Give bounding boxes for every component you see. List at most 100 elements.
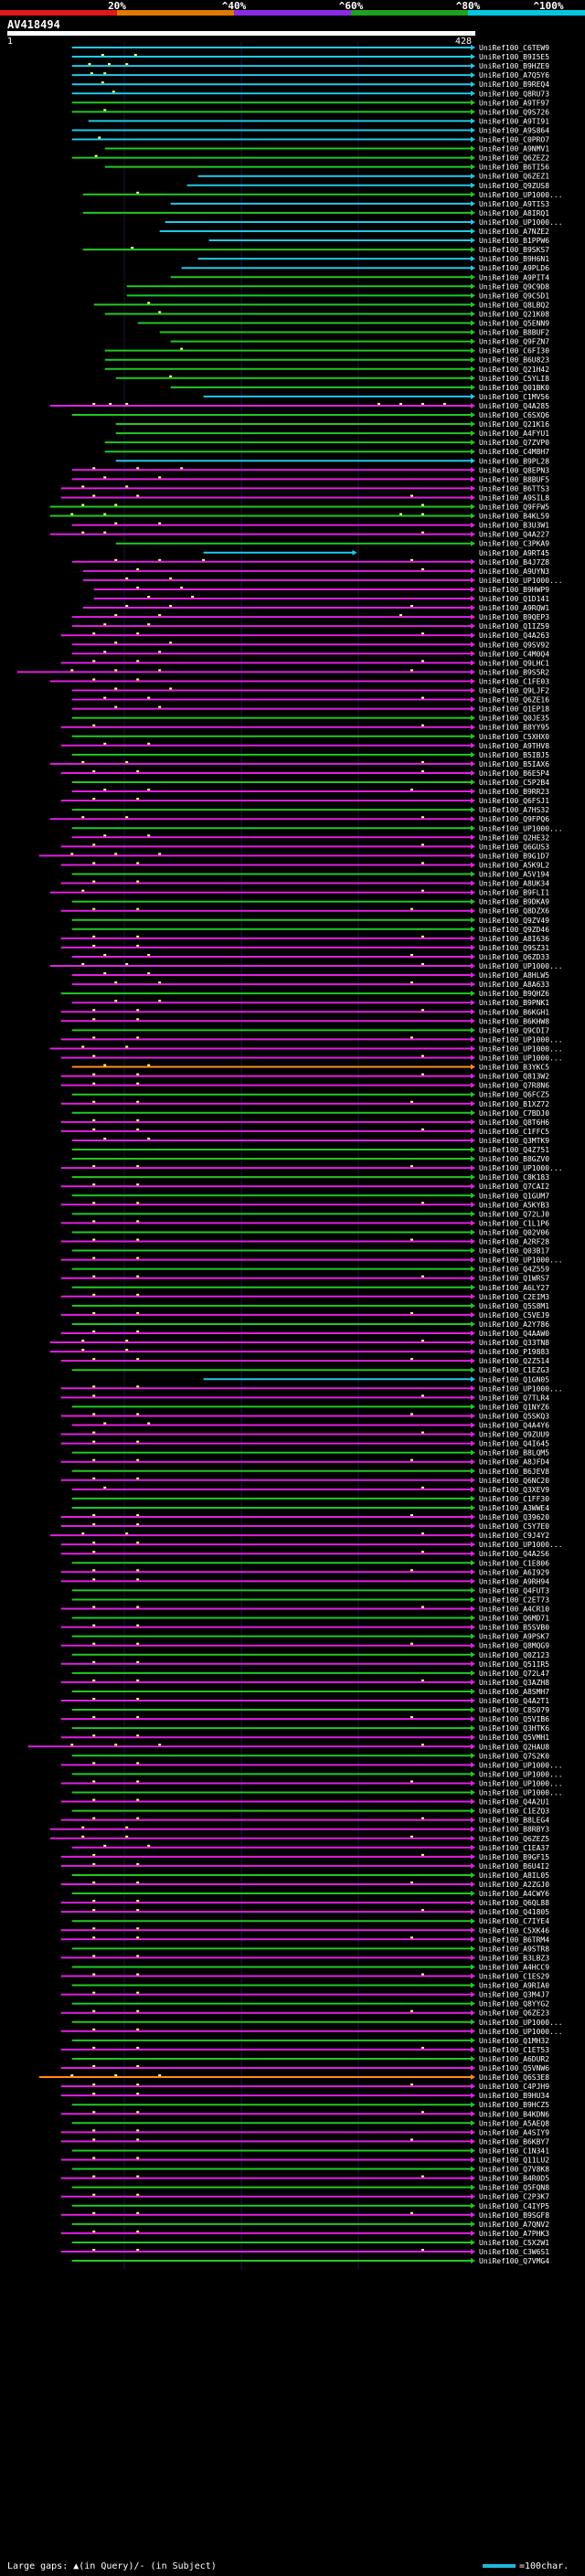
alignment-row[interactable]: UniRef100_C0PRO7 <box>71 136 550 144</box>
alignment-row[interactable]: UniRef100_C1EZQ3 <box>71 1807 550 1816</box>
alignment-row[interactable]: UniRef100_UP1000... <box>60 1035 563 1044</box>
alignment-row[interactable]: UniRef100_Q8MQG9 <box>60 1642 549 1650</box>
alignment-row[interactable]: UniRef100_Q2HAU8 <box>27 1743 549 1751</box>
alignment-row[interactable]: UniRef100_C5P2B4 <box>71 779 550 787</box>
alignment-row[interactable]: UniRef100_B4J7Z8 <box>71 558 550 567</box>
alignment-row[interactable]: UniRef100_A4SIY9 <box>60 2128 549 2136</box>
alignment-row[interactable]: UniRef100_Q4Z559 <box>71 1266 550 1274</box>
alignment-row[interactable]: UniRef100_Q1GN05 <box>203 1375 550 1383</box>
alignment-row[interactable]: UniRef100_A2ZGJ0 <box>60 1881 549 1889</box>
alignment-row[interactable]: UniRef100_B6KHW8 <box>60 1017 549 1025</box>
alignment-row[interactable]: UniRef100_UP1000... <box>165 218 563 227</box>
alignment-row[interactable]: UniRef100_B9RR23 <box>71 788 550 796</box>
alignment-row[interactable]: UniRef100_B4KDN6 <box>60 2110 549 2118</box>
alignment-row[interactable]: UniRef100_Q8RU73 <box>71 90 550 98</box>
alignment-row[interactable]: UniRef100_A8IL05 <box>71 1871 550 1880</box>
alignment-row[interactable]: UniRef100_A9TIS3 <box>170 200 550 208</box>
alignment-row[interactable]: UniRef100_A8IRQ1 <box>82 209 550 217</box>
alignment-row[interactable]: UniRef100_A6LY27 <box>71 1284 550 1292</box>
alignment-row[interactable]: UniRef100_Q5SKQ3 <box>60 1412 549 1420</box>
alignment-row[interactable]: UniRef100_UP1000... <box>71 824 563 832</box>
alignment-row[interactable]: UniRef100_A5K9L2 <box>60 861 549 869</box>
alignment-row[interactable]: UniRef100_B9SGF8 <box>60 2211 549 2220</box>
alignment-row[interactable]: UniRef100_C1MV56 <box>203 393 550 401</box>
alignment-row[interactable]: UniRef100_Q9ZV49 <box>71 917 550 925</box>
alignment-row[interactable]: UniRef100_Q9S726 <box>71 108 550 116</box>
alignment-row[interactable]: UniRef100_B6U4I2 <box>60 1862 549 1871</box>
alignment-row[interactable]: UniRef100_A5V194 <box>71 871 550 879</box>
alignment-row[interactable]: UniRef100_Q4A227 <box>49 531 549 539</box>
alignment-row[interactable]: UniRef100_A8I636 <box>60 935 549 943</box>
alignment-row[interactable]: UniRef100_B9SKS7 <box>82 246 550 254</box>
alignment-row[interactable]: UniRef100_B8GZV0 <box>71 1155 550 1163</box>
alignment-row[interactable]: UniRef100_C8K183 <box>71 1173 550 1182</box>
alignment-row[interactable]: UniRef100_UP1000... <box>60 1541 563 1549</box>
alignment-row[interactable]: UniRef100_A9RIA0 <box>71 1982 550 1990</box>
alignment-row[interactable]: UniRef100_B8BUF5 <box>71 475 550 483</box>
alignment-row[interactable]: UniRef100_Q3AZH8 <box>60 1679 549 1687</box>
alignment-row[interactable]: UniRef100_B6TRM4 <box>60 1935 549 1944</box>
alignment-row[interactable]: UniRef100_B4R0D5 <box>60 2175 549 2183</box>
alignment-row[interactable]: UniRef100_UP1000... <box>60 2028 563 2036</box>
alignment-row[interactable]: UniRef100_UP1000... <box>49 962 563 970</box>
alignment-row[interactable]: UniRef100_B5IAX6 <box>49 760 549 769</box>
alignment-row[interactable]: UniRef100_Q3HTK6 <box>71 1724 550 1733</box>
alignment-row[interactable]: UniRef100_Q1IZ59 <box>71 622 550 631</box>
alignment-row[interactable]: UniRef100_A5AEQ8 <box>71 2119 550 2127</box>
alignment-row[interactable]: UniRef100_C2EIM3 <box>60 1293 549 1301</box>
alignment-row[interactable]: UniRef100_B9QHZ6 <box>60 990 549 998</box>
alignment-row[interactable]: UniRef100_C4PJH9 <box>60 2083 549 2091</box>
alignment-row[interactable]: UniRef100_Q6S3E8 <box>38 2073 549 2082</box>
alignment-row[interactable]: UniRef100_A4CR10 <box>60 1606 549 1614</box>
alignment-row[interactable]: UniRef100_A9S864 <box>71 126 550 134</box>
alignment-row[interactable]: UniRef100_A9RT45 <box>203 549 550 557</box>
alignment-row[interactable]: UniRef100_A9TF97 <box>71 99 550 107</box>
alignment-row[interactable]: UniRef100_A9SIL8 <box>60 493 549 502</box>
alignment-row[interactable]: UniRef100_A8UK34 <box>60 880 549 888</box>
alignment-row[interactable]: UniRef100_B6E5P4 <box>60 769 549 778</box>
alignment-row[interactable]: UniRef100_Q5VNW6 <box>60 2064 549 2072</box>
alignment-row[interactable]: UniRef100_A2RF28 <box>60 1238 549 1246</box>
alignment-row[interactable]: UniRef100_A6I929 <box>60 1568 549 1576</box>
alignment-row[interactable]: UniRef100_UP1000... <box>60 1779 563 1787</box>
alignment-row[interactable]: UniRef100_A9THV8 <box>60 742 549 750</box>
alignment-row[interactable]: UniRef100_Q1GUM7 <box>71 1192 550 1200</box>
alignment-row[interactable]: UniRef100_Q6MD71 <box>71 1615 550 1623</box>
alignment-row[interactable]: UniRef100_B1XZ72 <box>60 1100 549 1108</box>
alignment-row[interactable]: UniRef100_Q2Z514 <box>60 1357 549 1365</box>
alignment-row[interactable]: UniRef100_UP1000... <box>71 2019 563 2027</box>
alignment-row[interactable]: UniRef100_Q5S8M1 <box>71 1302 550 1310</box>
alignment-row[interactable]: UniRef100_C1EA37 <box>71 1844 550 1852</box>
alignment-row[interactable]: UniRef100_UP1000... <box>71 1789 563 1797</box>
alignment-row[interactable]: UniRef100_C1FE03 <box>49 677 549 685</box>
alignment-row[interactable]: UniRef100_C6FI30 <box>104 347 550 355</box>
alignment-row[interactable]: UniRef100_C4M0Q4 <box>71 650 550 658</box>
alignment-row[interactable]: UniRef100_B9HWP9 <box>93 586 550 594</box>
alignment-row[interactable]: UniRef100_B8BUF2 <box>159 329 550 337</box>
alignment-row[interactable]: UniRef100_C1ES29 <box>60 1973 549 1981</box>
alignment-row[interactable]: UniRef100_A3WWE4 <box>71 1504 550 1512</box>
alignment-row[interactable]: UniRef100_B8LQM5 <box>71 1449 550 1458</box>
alignment-row[interactable]: UniRef100_B6KBY7 <box>60 2137 549 2146</box>
alignment-row[interactable]: UniRef100_A9NMV1 <box>104 145 550 154</box>
alignment-row[interactable]: UniRef100_B9S5R2 <box>16 668 549 676</box>
alignment-row[interactable]: UniRef100_Q1MH32 <box>71 2037 550 2045</box>
alignment-row[interactable]: UniRef100_B9HZE9 <box>71 62 550 70</box>
alignment-row[interactable]: UniRef100_B9FLI1 <box>49 889 549 897</box>
alignment-row[interactable]: UniRef100_Q6ZEZ2 <box>71 154 550 163</box>
alignment-row[interactable]: UniRef100_C1ET53 <box>60 2046 549 2054</box>
alignment-row[interactable]: UniRef100_A7PHK3 <box>60 2230 549 2238</box>
alignment-row[interactable]: UniRef100_Q6QL88 <box>60 1899 549 1907</box>
alignment-row[interactable]: UniRef100_C3PKA9 <box>115 540 550 548</box>
alignment-row[interactable]: UniRef100_C2P3K7 <box>60 2193 549 2201</box>
alignment-row[interactable]: UniRef100_Q4A2T1 <box>60 1697 549 1705</box>
alignment-row[interactable]: UniRef100_Q6ZEZ5 <box>49 1835 549 1843</box>
alignment-row[interactable]: UniRef100_Q39620 <box>60 1513 549 1521</box>
alignment-row[interactable]: UniRef100_A9STR8 <box>71 1945 550 1953</box>
alignment-row[interactable]: UniRef100_Q21K16 <box>115 420 550 429</box>
alignment-row[interactable]: UniRef100_B9HCZ5 <box>71 2101 550 2109</box>
alignment-row[interactable]: UniRef100_A8JFD4 <box>60 1458 549 1467</box>
alignment-row[interactable]: UniRef100_Q4FUT3 <box>71 1586 550 1595</box>
alignment-row[interactable]: UniRef100_Q4AAW0 <box>60 1330 549 1338</box>
alignment-row[interactable]: UniRef100_Q4A263 <box>60 631 549 640</box>
